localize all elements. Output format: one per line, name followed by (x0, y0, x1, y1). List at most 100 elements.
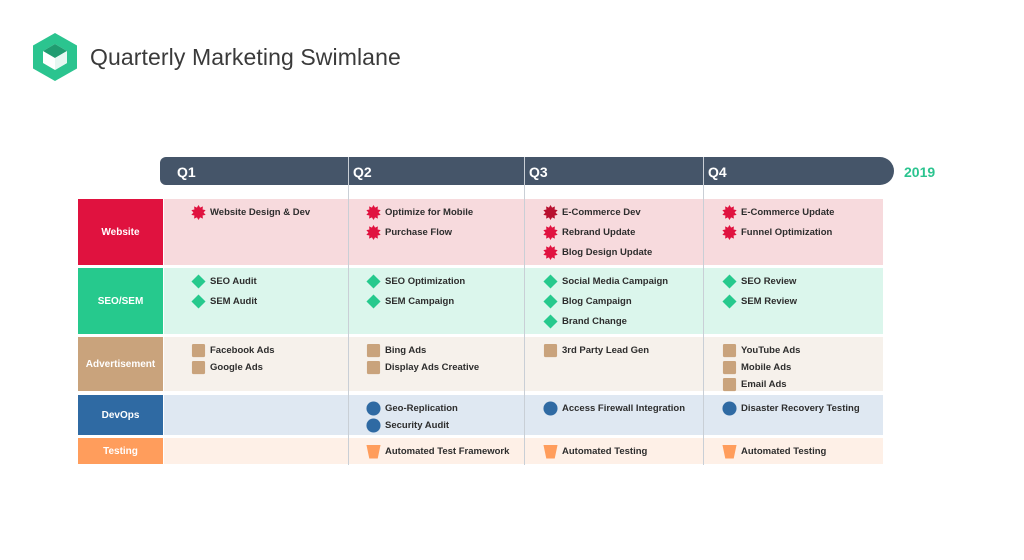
task-item[interactable]: Bing Ads (366, 341, 426, 359)
trapezoid-icon (722, 444, 737, 459)
starburst-icon (543, 224, 558, 240)
task-label: Blog Campaign (562, 295, 632, 307)
diamond-icon (543, 293, 558, 309)
task-label: Mobile Ads (741, 361, 792, 373)
rounded-square-icon (366, 343, 381, 357)
task-label: YouTube Ads (741, 344, 801, 356)
task-item[interactable]: SEM Audit (191, 292, 257, 310)
task-label: Automated Testing (741, 445, 827, 457)
task-item[interactable]: Display Ads Creative (366, 358, 479, 376)
task-item[interactable]: 3rd Party Lead Gen (543, 341, 649, 359)
rounded-square-icon (722, 360, 737, 374)
task-label: Social Media Campaign (562, 275, 669, 287)
task-item[interactable]: Email Ads (722, 375, 787, 393)
quarter-label: Q2 (353, 164, 372, 180)
task-item[interactable]: Automated Test Framework (366, 442, 509, 460)
diamond-icon (366, 293, 381, 309)
circle-icon (366, 417, 381, 433)
task-item[interactable]: Blog Design Update (543, 243, 652, 261)
task-item[interactable]: SEO Optimization (366, 272, 465, 290)
task-label: SEO Review (741, 275, 797, 287)
starburst-icon (722, 204, 737, 220)
lane-label: SEO/SEM (78, 268, 163, 334)
rounded-square-icon (722, 377, 737, 391)
task-item[interactable]: YouTube Ads (722, 341, 800, 359)
quarter-label: Q3 (529, 164, 548, 180)
year-label: 2019 (904, 164, 936, 180)
task-item[interactable]: Geo-Replication (366, 399, 458, 417)
rounded-square-icon (722, 343, 737, 357)
lane-label: DevOps (78, 395, 163, 435)
task-item[interactable]: Facebook Ads (191, 341, 275, 359)
page-header: Quarterly Marketing Swimlane (32, 32, 401, 82)
page-title: Quarterly Marketing Swimlane (90, 43, 401, 70)
task-item[interactable]: Blog Campaign (543, 292, 632, 310)
lane-background (164, 438, 883, 464)
quarter-divider (703, 157, 704, 465)
cube-logo-icon (33, 33, 77, 81)
starburst-icon (543, 204, 558, 220)
task-item[interactable]: Access Firewall Integration (543, 399, 685, 417)
task-label: SEO Optimization (385, 275, 466, 287)
lane-background (164, 268, 883, 334)
diamond-icon (722, 293, 737, 309)
task-label: Bing Ads (385, 344, 427, 356)
rounded-square-icon (543, 343, 558, 357)
task-label: Google Ads (210, 361, 263, 373)
task-label: Blog Design Update (562, 246, 653, 258)
task-item[interactable]: Website Design & Dev (191, 203, 310, 221)
task-item[interactable]: SEM Review (722, 292, 797, 310)
lane-background (164, 337, 883, 391)
task-label: Brand Change (562, 315, 627, 327)
trapezoid-icon (543, 444, 558, 459)
diamond-icon (543, 313, 558, 329)
task-item[interactable]: SEO Review (722, 272, 796, 290)
task-item[interactable]: Social Media Campaign (543, 272, 668, 290)
task-item[interactable]: Mobile Ads (722, 358, 791, 376)
diamond-icon (722, 273, 737, 289)
task-item[interactable]: Disaster Recovery Testing (722, 399, 860, 417)
task-label: SEM Audit (210, 295, 258, 307)
task-label: E-Commerce Update (741, 206, 835, 218)
task-label: Rebrand Update (562, 226, 636, 238)
task-item[interactable]: SEO Audit (191, 272, 257, 290)
quarter-label: Q4 (708, 164, 727, 180)
task-label: E-Commerce Dev (562, 206, 641, 218)
starburst-icon (191, 204, 206, 220)
quarter-label: Q1 (177, 164, 196, 180)
task-label: Display Ads Creative (385, 361, 480, 373)
task-label: Automated Test Framework (385, 445, 510, 457)
quarter-divider (348, 157, 349, 465)
task-label: Email Ads (741, 378, 787, 390)
task-label: Access Firewall Integration (562, 402, 686, 414)
task-item[interactable]: Automated Testing (722, 442, 826, 460)
task-item[interactable]: Automated Testing (543, 442, 647, 460)
lane-background (164, 395, 883, 435)
task-label: Security Audit (385, 419, 450, 431)
task-label: Purchase Flow (385, 226, 453, 238)
task-label: SEO Audit (210, 275, 257, 287)
task-item[interactable]: E-Commerce Dev (543, 203, 641, 221)
lane-background (164, 199, 883, 265)
task-label: SEM Review (741, 295, 797, 307)
task-item[interactable]: Rebrand Update (543, 223, 635, 241)
rounded-square-icon (191, 360, 206, 374)
task-item[interactable]: Google Ads (191, 358, 263, 376)
starburst-icon (543, 244, 558, 260)
task-item[interactable]: E-Commerce Update (722, 203, 834, 221)
rounded-square-icon (366, 360, 381, 374)
task-item[interactable]: Brand Change (543, 312, 627, 330)
trapezoid-icon (366, 444, 381, 459)
task-label: Facebook Ads (210, 344, 275, 356)
task-item[interactable]: Purchase Flow (366, 223, 452, 241)
task-item[interactable]: SEM Campaign (366, 292, 454, 310)
task-item[interactable]: Funnel Optimization (722, 223, 832, 241)
task-item[interactable]: Optimize for Mobile (366, 203, 473, 221)
task-label: Automated Testing (562, 445, 648, 457)
task-item[interactable]: Security Audit (366, 416, 449, 434)
diamond-icon (366, 273, 381, 289)
task-label: Geo-Replication (385, 402, 458, 414)
starburst-icon (366, 204, 381, 220)
lane-label: Testing (78, 438, 163, 464)
